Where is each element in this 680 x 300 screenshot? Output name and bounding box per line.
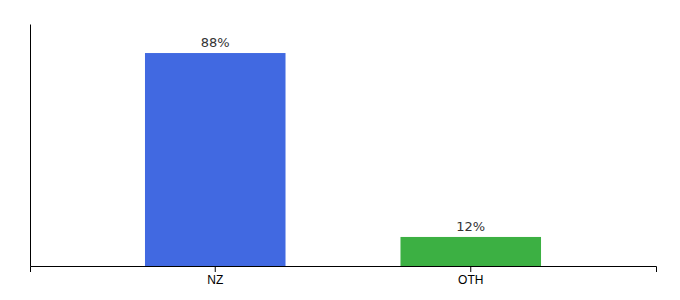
x-tick: NZ [207,266,223,287]
plot: NZ OTH 88% 12% [31,25,657,287]
x-axis-line [31,267,657,273]
x-tick: OTH [458,266,483,287]
x-tick-mark [470,266,471,272]
data-labels: 88% 12% [201,35,485,234]
bar [145,53,286,266]
bars [145,53,541,266]
x-tick-label: OTH [458,273,483,287]
x-tick-label: NZ [207,273,223,287]
data-label: 12% [456,219,485,234]
data-label: 88% [201,35,230,50]
bar [400,237,541,266]
x-axis: NZ OTH [31,266,657,287]
x-tick-mark [215,266,216,272]
y-axis [30,25,31,267]
chart: NZ OTH 88% 12% [0,0,680,300]
y-axis-line [30,25,31,267]
